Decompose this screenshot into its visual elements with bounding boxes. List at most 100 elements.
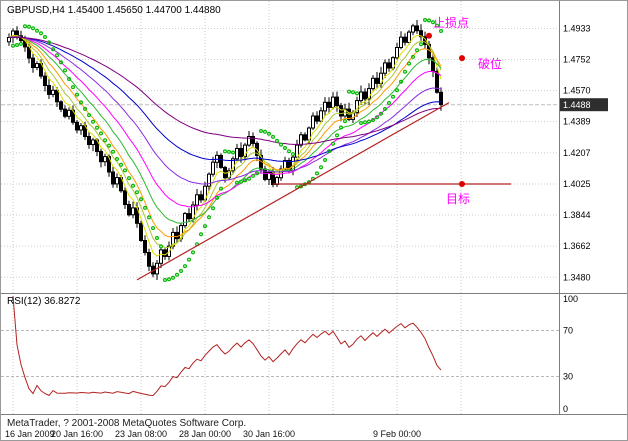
price-axis-label: 1.4025 <box>563 179 591 189</box>
time-axis-label: 23 Jan 08:00 <box>114 429 168 439</box>
candle-body <box>35 63 39 68</box>
ema-line-5 <box>8 34 442 257</box>
candle-body <box>415 25 419 32</box>
candle-body <box>55 89 59 103</box>
annotation-target: 目标 <box>446 192 470 206</box>
candle-body <box>295 144 299 158</box>
quote-header: GBPUSD,H4 1.45400 1.45650 1.44700 1.44880 <box>7 5 224 16</box>
candle-body <box>47 85 51 95</box>
price-axis-label: 1.3480 <box>563 272 591 282</box>
candle-body <box>363 91 367 100</box>
candle-body <box>131 207 135 216</box>
candle-body <box>371 77 375 90</box>
rsi-indicator-plot[interactable]: 100 70 30 0 <box>1 293 628 415</box>
candle-body <box>31 57 35 68</box>
rsi-axis-label: 100 <box>563 294 578 304</box>
rsi-axis-label: 0 <box>563 404 568 414</box>
candle-body <box>103 156 107 163</box>
price-axis-label: 1.3662 <box>563 241 591 251</box>
time-axis-label: 20 Jan 16:00 <box>50 429 104 439</box>
candle-body <box>315 115 319 122</box>
ascending-trendline[interactable] <box>136 102 450 281</box>
main-chart-plot[interactable]: 止损点破位目标1.49331.47521.45701.43891.42071.4… <box>1 1 628 293</box>
candle-body <box>207 173 211 187</box>
time-axis-label: 9 Feb 00:00 <box>372 429 422 439</box>
candle-body <box>319 110 323 122</box>
candle-body <box>187 213 191 220</box>
candle-body <box>359 91 363 102</box>
copyright-text: MetaTrader, ? 2001-2008 MetaQuotes Softw… <box>7 418 247 429</box>
rsi-grid <box>1 293 559 415</box>
candle-body <box>411 25 415 33</box>
candle-body <box>303 134 307 141</box>
candle-body <box>195 194 199 206</box>
candle-body <box>183 213 187 227</box>
candle-body <box>247 136 251 146</box>
candle-body <box>419 30 423 38</box>
candle-body <box>99 150 103 163</box>
candle-body <box>59 101 63 110</box>
candle-body <box>139 222 143 241</box>
candle-body <box>87 136 91 145</box>
candle-body <box>51 89 55 95</box>
candle-body <box>311 115 315 129</box>
ohlc-values: 1.45400 1.45650 1.44700 1.44880 <box>67 5 221 16</box>
candle-body <box>395 47 399 59</box>
candle-body <box>115 177 119 185</box>
candle-body <box>75 121 79 131</box>
candle-body <box>323 101 327 112</box>
candle-body <box>387 62 391 69</box>
rsi-axis-label: 30 <box>563 372 573 382</box>
grid <box>1 1 559 293</box>
rsi-axis-label: 70 <box>563 326 573 336</box>
price-axis-label: 1.4207 <box>563 148 591 158</box>
candle-body <box>175 231 179 240</box>
candle-body <box>91 139 95 146</box>
candle-body <box>375 77 379 84</box>
current-price-badge <box>560 98 608 112</box>
candle-body <box>43 75 47 86</box>
candle-body <box>219 154 223 168</box>
candle-body <box>399 36 403 49</box>
time-axis-label: 16 Jan 2009 <box>5 429 55 439</box>
price-axis-label: 1.4570 <box>563 86 591 96</box>
rsi-indicator-label: RSI(12) 36.8272 <box>7 296 81 307</box>
annotation-breakout: 破位 <box>478 56 502 71</box>
time-axis-label: 28 Jan 00:00 <box>178 429 232 439</box>
price-axis-label: 1.3844 <box>563 210 591 220</box>
candle-body <box>335 96 339 107</box>
candle-body <box>7 37 11 43</box>
time-axis-label: 30 Jan 16:00 <box>242 429 296 439</box>
candle-body <box>123 190 127 206</box>
candle-body <box>163 249 167 257</box>
candle-body <box>383 62 387 74</box>
marker-dot <box>459 55 465 62</box>
current-price-label: 1.4488 <box>563 100 591 110</box>
candle-body <box>159 249 163 264</box>
price-axis: 1.4933 1.4752 1.4570 1.4389 1.4207 1.4025 1.38… <box>559 1 608 293</box>
candle-body <box>147 252 151 267</box>
rsi-axis-labels: 100 70 30 0 <box>563 294 578 414</box>
marker-dot <box>459 181 465 187</box>
candle-body <box>367 88 371 100</box>
candle-body <box>111 171 115 185</box>
candle-body <box>327 101 331 108</box>
candle-body <box>407 31 411 43</box>
annotation-stop-loss-point: 止损点 <box>433 16 469 30</box>
price-axis-label: 1.4389 <box>563 117 591 127</box>
candle-body <box>267 172 271 180</box>
candle-body <box>211 161 215 175</box>
marker-dots <box>426 32 465 187</box>
candle-body <box>339 105 343 117</box>
price-axis-label: 1.4752 <box>563 55 591 65</box>
rsi-line <box>12 295 442 397</box>
symbol-period-label: GBPUSD,H4 <box>7 5 65 16</box>
candle-body <box>63 108 67 117</box>
candle-body <box>243 144 247 158</box>
ema-line-12 <box>8 35 442 238</box>
candle-body <box>439 91 443 106</box>
marker-dot <box>426 32 432 39</box>
ema-line-18 <box>8 36 442 224</box>
